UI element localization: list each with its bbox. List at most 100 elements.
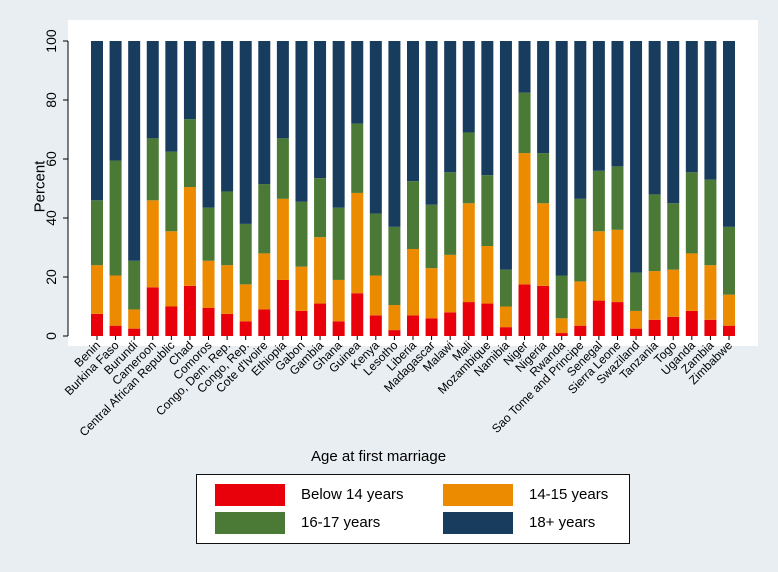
- bar-namibia-18-years: [499, 41, 512, 270]
- bar-namibia-14-15-years: [499, 306, 512, 328]
- y-tick-label-20: 20: [43, 269, 59, 285]
- bar-guinea-18-years: [351, 41, 364, 124]
- bar-togo-14-15-years: [667, 269, 680, 317]
- bar-cote-d-ivoire-16-17-years: [258, 184, 271, 254]
- bar-uganda-14-15-years: [685, 253, 698, 311]
- bar-gabon-below-14-years: [295, 310, 308, 336]
- bar-burundi-16-17-years: [128, 260, 141, 310]
- bar-zambia-below-14-years: [704, 319, 717, 336]
- y-axis-title: Percent: [31, 160, 49, 213]
- bar-ghana-14-15-years: [332, 279, 345, 322]
- bar-senegal-below-14-years: [592, 300, 605, 336]
- bar-madagascar-16-17-years: [425, 204, 438, 269]
- bar-niger-16-17-years: [518, 92, 531, 154]
- bar-cameroon-18-years: [146, 41, 159, 139]
- bar-nigeria-below-14-years: [537, 285, 550, 336]
- legend-swatch-18-plus: [443, 512, 513, 534]
- bar-comoros-below-14-years: [202, 307, 215, 336]
- bar-liberia-14-15-years: [407, 248, 419, 316]
- y-tick-label-0: 0: [43, 332, 59, 340]
- bar-rwanda-16-17-years: [555, 275, 568, 319]
- bar-lesotho-below-14-years: [388, 330, 401, 336]
- bar-togo-16-17-years: [667, 203, 680, 270]
- bar-niger-below-14-years: [518, 284, 531, 337]
- y-tick-label-60: 60: [43, 151, 59, 167]
- bar-burkina-faso-18-years: [109, 41, 122, 161]
- bar-uganda-16-17-years: [685, 172, 698, 254]
- bar-uganda-below-14-years: [685, 310, 698, 336]
- bar-zimbabwe-below-14-years: [723, 325, 735, 336]
- bar-chad-14-15-years: [183, 187, 196, 286]
- bar-sierra-leone-below-14-years: [611, 302, 624, 336]
- bar-rwanda-below-14-years: [555, 333, 568, 336]
- bar-mozambique-18-years: [481, 41, 494, 176]
- bar-lesotho-14-15-years: [388, 305, 401, 331]
- bar-swaziland-16-17-years: [630, 272, 643, 311]
- legend-swatch-below-14: [215, 484, 285, 506]
- bar-mali-18-years: [462, 41, 475, 133]
- bar-gambia-18-years: [314, 41, 327, 179]
- bar-niger-14-15-years: [518, 153, 531, 285]
- bar-malawi-16-17-years: [444, 172, 457, 255]
- bar-malawi-18-years: [444, 41, 457, 173]
- bar-nigeria-14-15-years: [537, 203, 550, 286]
- bar-sierra-leone-18-years: [611, 41, 624, 167]
- bar-congo-rep-14-15-years: [239, 284, 252, 322]
- bar-liberia-16-17-years: [407, 181, 419, 249]
- bar-mozambique-14-15-years: [481, 246, 494, 304]
- bar-sao-tome-and-principe-18-years: [574, 41, 587, 199]
- bar-namibia-below-14-years: [499, 327, 512, 336]
- bar-ghana-18-years: [332, 41, 345, 208]
- bar-congo-rep-18-years: [239, 41, 252, 224]
- bar-swaziland-18-years: [630, 41, 643, 273]
- legend-label-18-plus: 18+ years: [529, 514, 596, 531]
- bar-malawi-14-15-years: [444, 254, 457, 313]
- bar-lesotho-16-17-years: [388, 226, 401, 306]
- bar-tanzania-18-years: [648, 41, 661, 195]
- bar-cote-d-ivoire-18-years: [258, 41, 271, 185]
- legend-label-14-15: 14-15 years: [529, 486, 609, 503]
- bar-central-african-republic-below-14-years: [165, 306, 178, 336]
- bar-nigeria-18-years: [537, 41, 550, 154]
- bar-comoros-14-15-years: [202, 260, 215, 308]
- bar-madagascar-below-14-years: [425, 318, 438, 336]
- bar-burundi-18-years: [128, 41, 141, 261]
- legend-label-below-14: Below 14 years: [301, 486, 404, 503]
- bar-mozambique-16-17-years: [481, 175, 494, 247]
- legend-swatch-16-17: [215, 512, 285, 534]
- bar-congo-dem-rep-16-17-years: [221, 191, 234, 266]
- bar-gabon-18-years: [295, 41, 308, 202]
- y-tick-label-80: 80: [43, 92, 59, 108]
- bar-congo-dem-rep-18-years: [221, 41, 234, 192]
- bar-gabon-14-15-years: [295, 266, 308, 311]
- bar-kenya-16-17-years: [369, 213, 382, 276]
- bar-ghana-16-17-years: [332, 207, 345, 280]
- bars-group: [91, 41, 735, 337]
- bar-ethiopia-below-14-years: [276, 279, 289, 336]
- bar-ethiopia-16-17-years: [276, 138, 289, 199]
- bar-gabon-16-17-years: [295, 201, 308, 267]
- bar-benin-below-14-years: [91, 313, 103, 337]
- bar-kenya-14-15-years: [369, 275, 382, 316]
- bar-senegal-18-years: [592, 41, 605, 171]
- x-axis-title: Age at first marriage: [311, 448, 447, 465]
- bar-congo-dem-rep-14-15-years: [221, 265, 234, 314]
- bar-chad-18-years: [183, 41, 196, 120]
- bar-zimbabwe-14-15-years: [723, 294, 735, 326]
- bar-mali-16-17-years: [462, 132, 475, 204]
- bar-namibia-16-17-years: [499, 269, 512, 307]
- bar-togo-below-14-years: [667, 316, 680, 336]
- bar-swaziland-14-15-years: [630, 310, 643, 329]
- bar-congo-rep-16-17-years: [239, 223, 252, 285]
- bar-chad-16-17-years: [183, 119, 196, 188]
- bar-sierra-leone-14-15-years: [611, 229, 624, 303]
- bar-guinea-14-15-years: [351, 192, 364, 294]
- bar-sao-tome-and-principe-16-17-years: [574, 198, 587, 282]
- bar-sao-tome-and-principe-below-14-years: [574, 325, 587, 336]
- bar-tanzania-below-14-years: [648, 319, 661, 336]
- bar-ethiopia-14-15-years: [276, 198, 289, 280]
- bar-liberia-18-years: [407, 41, 419, 182]
- bar-tanzania-14-15-years: [648, 271, 661, 320]
